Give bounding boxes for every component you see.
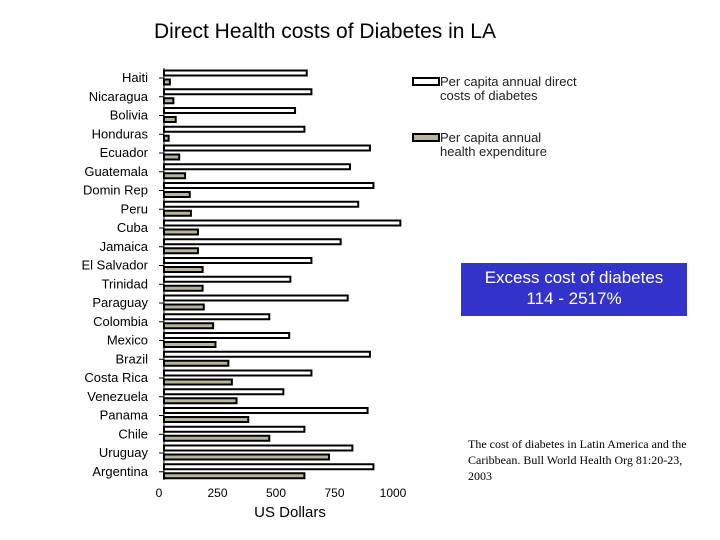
- category-label-domin-rep: Domin Rep: [83, 183, 148, 198]
- bar-health-expenditure-venezuela: [163, 397, 238, 405]
- x-tick-label-500: 500: [266, 486, 286, 500]
- category-label-ecuador: Ecuador: [100, 145, 149, 160]
- category-label-argentina: Argentina: [92, 464, 148, 479]
- chart-title: Direct Health costs of Diabetes in LA: [154, 20, 496, 43]
- bar-health-expenditure-brazil: [163, 359, 230, 367]
- excess-cost-callout: Excess cost of diabetes 114 - 2517%: [461, 263, 687, 316]
- category-label-panama: Panama: [100, 408, 149, 423]
- bar-health-expenditure-colombia: [163, 322, 215, 330]
- legend-swatch-health-expenditure: [412, 133, 440, 142]
- legend-label-direct-costs: Per capita annual direct costs of diabet…: [440, 74, 577, 103]
- category-label-nicaragua: Nicaragua: [89, 89, 149, 104]
- legend-swatch-direct-costs: [412, 77, 440, 86]
- bar-direct-costs-venezuela: [163, 388, 285, 396]
- bar-direct-costs-colombia: [163, 313, 271, 321]
- bar-health-expenditure-argentina: [163, 472, 306, 480]
- category-label-haiti: Haiti: [122, 70, 148, 85]
- bar-health-expenditure-panama: [163, 416, 250, 423]
- bar-health-expenditure-el-salvador: [163, 266, 204, 273]
- category-label-guatemala: Guatemala: [84, 164, 148, 179]
- category-label-paraguay: Paraguay: [92, 295, 148, 310]
- category-label-trinidad: Trinidad: [102, 276, 148, 291]
- bar-health-expenditure-honduras: [163, 134, 170, 142]
- category-label-chile: Chile: [118, 426, 148, 441]
- category-label-cuba: Cuba: [117, 220, 149, 235]
- bar-direct-costs-trinidad: [163, 275, 292, 283]
- bar-direct-costs-cuba: [163, 219, 402, 227]
- bar-health-expenditure-domin-rep: [163, 191, 191, 198]
- bar-direct-costs-nicaragua: [163, 88, 313, 96]
- bar-health-expenditure-mexico: [163, 341, 217, 348]
- bar-direct-costs-ecuador: [163, 144, 371, 152]
- bar-health-expenditure-nicaragua: [163, 97, 175, 105]
- category-label-peru: Peru: [121, 201, 148, 216]
- category-label-mexico: Mexico: [107, 333, 148, 348]
- bar-direct-costs-uruguay: [163, 444, 354, 452]
- bar-direct-costs-paraguay: [163, 294, 349, 302]
- x-axis-title: US Dollars: [254, 504, 326, 521]
- category-label-venezuela: Venezuela: [87, 389, 148, 404]
- bar-direct-costs-costa-rica: [163, 369, 313, 377]
- bar-direct-costs-domin-rep: [163, 182, 375, 189]
- callout-line-2: 114 - 2517%: [526, 289, 622, 308]
- bar-direct-costs-mexico: [163, 332, 291, 339]
- category-label-colombia: Colombia: [93, 314, 149, 329]
- bar-health-expenditure-paraguay: [163, 303, 205, 311]
- bar-health-expenditure-peru: [163, 209, 192, 217]
- bar-direct-costs-honduras: [163, 125, 306, 133]
- category-label-honduras: Honduras: [92, 126, 149, 141]
- bar-direct-costs-brazil: [163, 350, 371, 358]
- bar-health-expenditure-ecuador: [163, 153, 181, 161]
- legend-label-health-expenditure: Per capita annual health expenditure: [440, 130, 547, 159]
- bar-direct-costs-chile: [163, 425, 306, 433]
- bar-direct-costs-haiti: [163, 69, 308, 77]
- bar-health-expenditure-trinidad: [163, 284, 204, 292]
- bar-direct-costs-argentina: [163, 463, 375, 471]
- category-label-bolivia: Bolivia: [110, 108, 149, 123]
- x-tick-label-750: 750: [324, 486, 344, 500]
- bar-direct-costs-jamaica: [163, 238, 342, 246]
- bar-health-expenditure-chile: [163, 434, 271, 442]
- category-label-uruguay: Uruguay: [99, 445, 149, 460]
- x-tick-label-250: 250: [207, 486, 227, 500]
- x-tick-label-1000: 1000: [380, 486, 407, 500]
- category-label-jamaica: Jamaica: [100, 239, 149, 254]
- x-tick-label-0: 0: [156, 486, 163, 500]
- bar-health-expenditure-costa-rica: [163, 378, 233, 386]
- bar-direct-costs-guatemala: [163, 163, 352, 171]
- bar-direct-costs-peru: [163, 200, 360, 208]
- bar-health-expenditure-haiti: [163, 78, 171, 86]
- bar-health-expenditure-guatemala: [163, 172, 187, 180]
- category-label-costa-rica: Costa Rica: [84, 370, 148, 385]
- bar-health-expenditure-jamaica: [163, 247, 199, 255]
- bar-direct-costs-bolivia: [163, 107, 297, 114]
- bar-direct-costs-el-salvador: [163, 257, 313, 264]
- callout-line-1: Excess cost of diabetes: [484, 268, 664, 287]
- bar-health-expenditure-cuba: [163, 228, 199, 236]
- bar-direct-costs-panama: [163, 407, 369, 414]
- category-label-el-salvador: El Salvador: [82, 258, 149, 273]
- bar-health-expenditure-uruguay: [163, 453, 330, 461]
- category-label-brazil: Brazil: [115, 351, 148, 366]
- citation-text: The cost of diabetes in Latin America an…: [468, 437, 687, 483]
- bar-health-expenditure-bolivia: [163, 116, 177, 123]
